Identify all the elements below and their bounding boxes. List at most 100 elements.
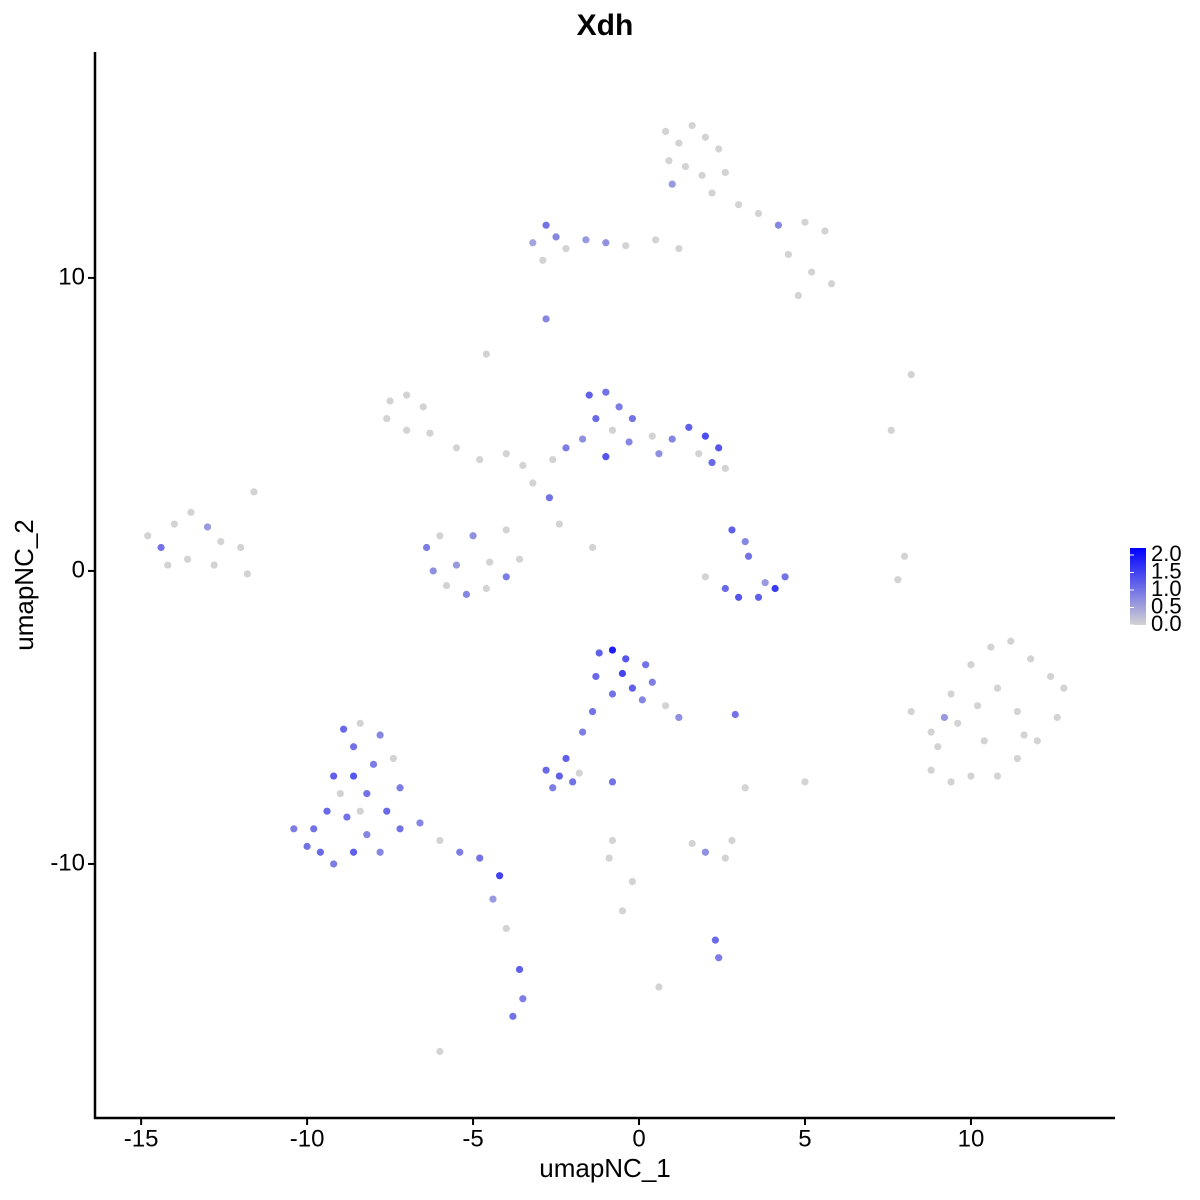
cell-point	[728, 526, 736, 534]
cell-point	[396, 825, 404, 833]
cell-point	[1033, 737, 1041, 745]
cell-point	[668, 435, 676, 443]
cell-point	[578, 435, 587, 443]
cell-point	[648, 432, 656, 440]
colorbar-tick-label: 0.0	[1151, 611, 1182, 636]
cell-point	[1007, 637, 1015, 645]
cell-point	[482, 350, 490, 358]
y-tick-label: 10	[58, 263, 85, 290]
cell-point	[416, 819, 424, 827]
cell-point	[426, 429, 434, 437]
cell-point	[608, 690, 617, 698]
cell-point	[731, 710, 739, 719]
cell-point	[954, 719, 962, 727]
cell-point	[947, 690, 955, 698]
cell-point	[429, 567, 437, 575]
cell-point	[967, 772, 975, 780]
cell-point	[217, 538, 225, 546]
cell-point	[940, 713, 948, 722]
cell-point	[715, 954, 723, 962]
cell-point	[711, 936, 719, 944]
cell-point	[157, 543, 165, 552]
cell-point	[419, 403, 427, 411]
cell-point	[542, 315, 550, 323]
cell-point	[801, 778, 809, 786]
cell-point	[376, 848, 384, 856]
cell-point	[184, 555, 192, 563]
cell-point	[1013, 754, 1022, 763]
cell-point	[582, 236, 590, 244]
cell-point	[529, 479, 537, 487]
cell-point	[340, 725, 348, 733]
cell-point	[502, 924, 510, 933]
cell-point	[661, 702, 670, 710]
cell-point	[1027, 655, 1035, 663]
cell-point	[456, 848, 464, 856]
cell-point	[721, 168, 729, 177]
cell-point	[681, 162, 690, 171]
cell-point	[237, 543, 245, 552]
cell-point	[170, 520, 178, 528]
cell-point	[698, 171, 706, 179]
cell-point	[615, 403, 623, 411]
cell-point	[403, 391, 411, 399]
cell-point	[486, 558, 494, 566]
cell-point	[1020, 731, 1028, 739]
cell-point	[973, 702, 982, 710]
cell-point	[383, 807, 391, 815]
y-tick-label: 0	[72, 556, 85, 583]
cell-point	[701, 432, 710, 440]
cell-point	[808, 268, 816, 276]
cell-point	[502, 526, 510, 534]
cell-point	[618, 907, 627, 915]
cell-point	[442, 581, 451, 590]
cell-point	[754, 593, 763, 601]
cell-point	[821, 227, 829, 235]
cell-point	[927, 728, 935, 736]
cell-point	[655, 450, 663, 458]
cell-point	[496, 872, 504, 880]
cell-point	[715, 145, 723, 153]
cell-point	[452, 561, 461, 569]
cell-point	[592, 414, 600, 423]
cell-point	[144, 532, 152, 540]
cell-point	[187, 508, 195, 516]
cell-point	[595, 649, 603, 657]
x-tick-label: -5	[462, 1125, 483, 1152]
cell-point	[927, 766, 935, 774]
cell-point	[701, 573, 710, 581]
cell-point	[545, 494, 554, 502]
cell-point	[562, 444, 570, 452]
cell-point	[542, 221, 550, 229]
cell-point	[436, 836, 444, 845]
cell-point	[250, 488, 258, 496]
cell-point	[894, 576, 902, 584]
cell-point	[744, 552, 753, 560]
cell-point	[389, 754, 397, 763]
cell-point	[386, 397, 394, 405]
cell-point	[330, 772, 338, 780]
cell-point	[336, 790, 344, 798]
colorbar-tick-label: 2.0	[1151, 541, 1182, 566]
cell-point	[668, 180, 676, 188]
cell-point	[754, 209, 763, 218]
cell-point	[701, 848, 710, 856]
cell-point	[243, 570, 251, 578]
cell-point	[489, 895, 497, 903]
cell-point	[602, 453, 610, 461]
colorbar-tick-label: 1.0	[1151, 576, 1182, 601]
cell-point	[771, 584, 779, 593]
cell-point	[628, 877, 636, 886]
cell-point	[642, 661, 650, 669]
cell-point	[363, 790, 371, 798]
cell-point	[774, 221, 783, 229]
cell-point	[303, 842, 311, 850]
cell-point	[661, 127, 670, 136]
cell-point	[356, 807, 364, 815]
cell-point	[515, 965, 524, 974]
colorbar-tick-label: 1.5	[1151, 558, 1182, 583]
cell-point	[993, 772, 1002, 780]
cell-point	[316, 848, 324, 856]
cell-point	[349, 848, 358, 856]
